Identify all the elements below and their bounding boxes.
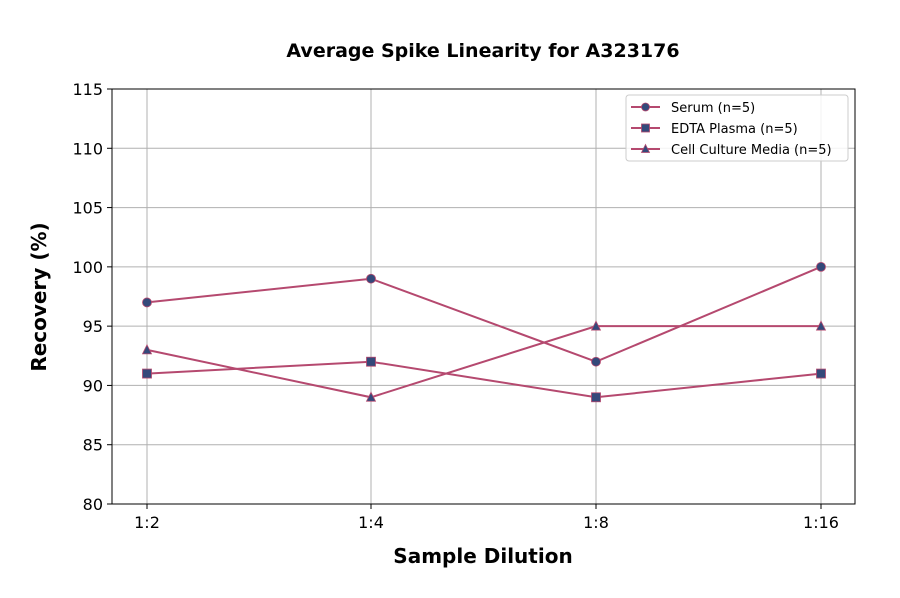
data-point — [816, 261, 826, 272]
series-circle — [142, 261, 826, 367]
series-triangle — [141, 320, 827, 402]
data-point — [816, 368, 826, 379]
series-line — [146, 360, 822, 399]
data-point — [591, 356, 601, 367]
data-point — [590, 320, 602, 331]
y-tick-label: 90 — [83, 376, 103, 395]
legend-label: EDTA Plasma (n=5) — [671, 122, 798, 137]
plot-frame — [111, 88, 856, 505]
x-tick-label: 1:16 — [803, 513, 839, 532]
y-tick-label: 95 — [83, 317, 103, 336]
series-line — [146, 325, 821, 399]
y-tick-label: 115 — [72, 80, 103, 99]
legend-marker-triangle — [640, 143, 651, 153]
data-point — [366, 356, 376, 367]
series-line — [146, 265, 822, 363]
x-tick-label: 1:4 — [358, 513, 384, 532]
data-point — [591, 392, 601, 403]
y-axis-label: Recovery (%) — [27, 222, 51, 371]
legend-marker-circle — [641, 102, 650, 112]
legend-label: Serum (n=5) — [671, 101, 755, 116]
legend-label: Cell Culture Media (n=5) — [671, 143, 832, 158]
y-tick-label: 110 — [72, 139, 103, 158]
legend-marker-square — [641, 123, 650, 133]
y-tick-label: 85 — [83, 436, 103, 455]
y-tick-label: 80 — [83, 495, 103, 514]
x-tick-label: 1:8 — [583, 513, 609, 532]
x-axis-label: Sample Dilution — [393, 544, 572, 568]
ticks: 80 85 90 95 100 105 110 115 1:2 1:4 1:8 1:16 — [72, 80, 839, 532]
legend-box — [625, 94, 849, 162]
data-point — [366, 273, 376, 284]
data-point — [141, 343, 153, 355]
data-point — [142, 297, 152, 308]
y-tick-label: 105 — [72, 199, 103, 218]
y-tick-label: 100 — [72, 258, 103, 277]
data-point — [142, 368, 152, 379]
data-point — [815, 320, 827, 331]
series-group — [141, 261, 827, 403]
legend: Serum (n=5) EDTA Plasma (n=5) Cell Culture… — [625, 94, 849, 162]
data-point — [365, 391, 377, 402]
chart-title: Average Spike Linearity for A323176 — [286, 40, 679, 62]
series-square — [142, 356, 826, 403]
x-tick-label: 1:2 — [134, 513, 160, 532]
